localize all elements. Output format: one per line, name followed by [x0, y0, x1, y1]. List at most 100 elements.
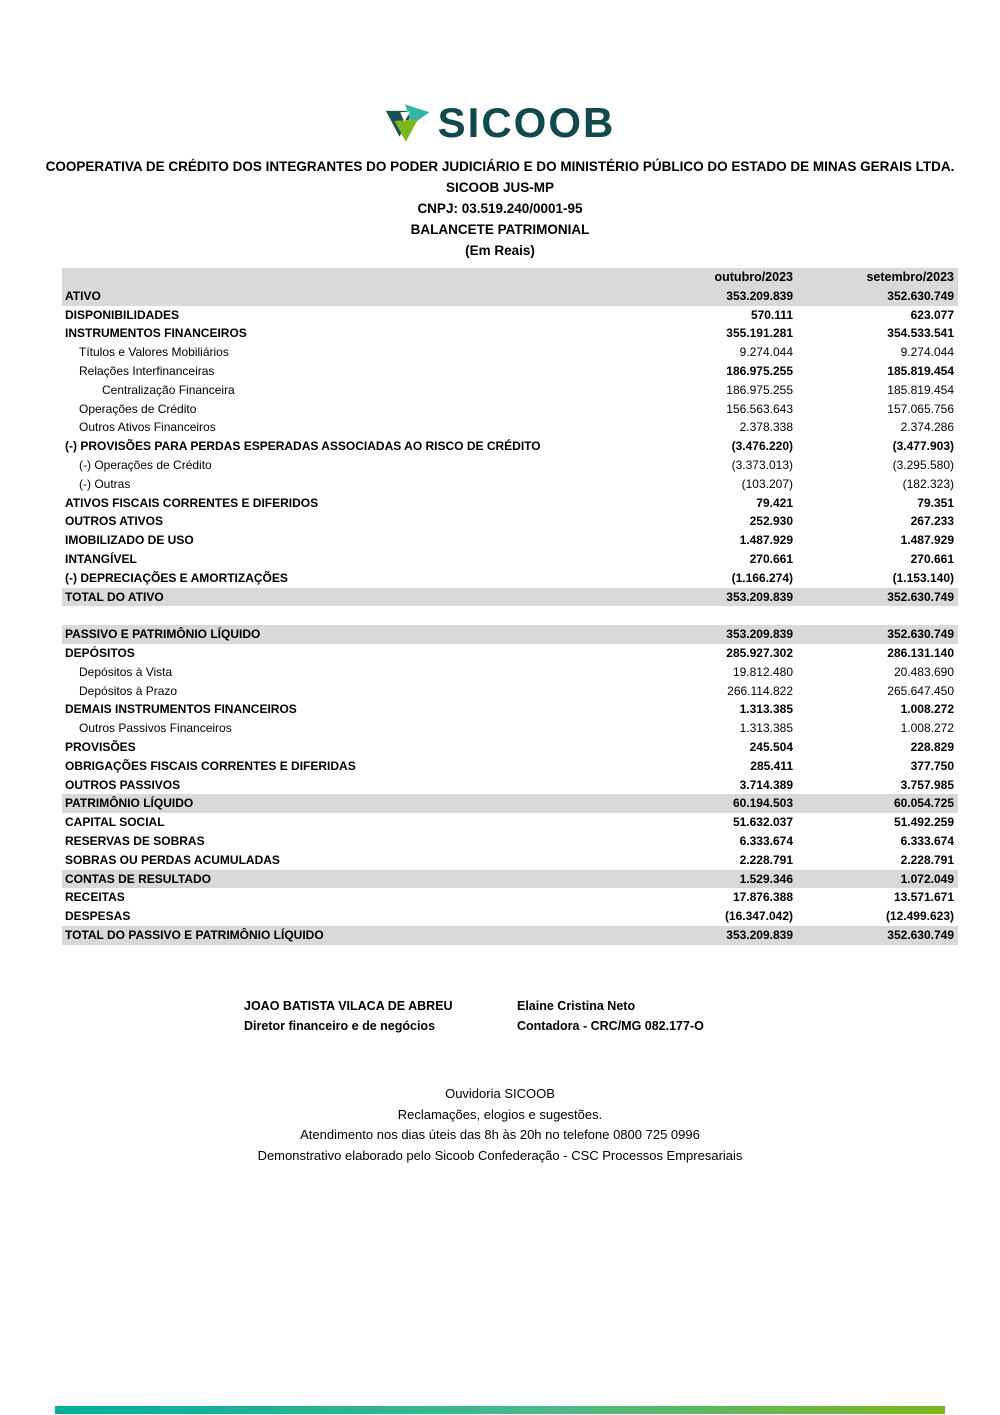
table-row: TOTAL DO PASSIVO E PATRIMÔNIO LÍQUIDO 35…	[62, 925, 958, 945]
table-row: RECEITAS 17.876.388 13.571.671	[62, 888, 958, 907]
table-row: OUTROS ATIVOS 252.930 267.233	[62, 512, 958, 531]
row-value-setembro: 354.533.541	[887, 326, 954, 341]
row-label: TOTAL DO ATIVO	[65, 589, 164, 604]
table-row: PASSIVO E PATRIMÔNIO LÍQUIDO 353.209.839…	[62, 625, 958, 644]
sicoob-logo: SICOOB	[0, 100, 1000, 146]
row-value-setembro: 51.492.259	[893, 815, 954, 830]
row-value-setembro: 2.228.791	[900, 852, 954, 867]
sicoob-mark-icon	[385, 104, 430, 142]
row-value-setembro: 185.819.454	[887, 363, 954, 378]
table-row: Centralização Financeira 186.975.255 185…	[62, 381, 958, 400]
row-label: ATIVO	[65, 288, 101, 303]
table-row: OUTROS PASSIVOS 3.714.389 3.757.985	[62, 776, 958, 795]
cnpj: CNPJ: 03.519.240/0001-95	[417, 201, 583, 216]
row-label	[62, 606, 643, 625]
signatures: JOAO BATISTA VILACA DE ABREU Diretor fin…	[0, 996, 1000, 1046]
row-label: RESERVAS DE SOBRAS	[65, 833, 205, 848]
row-value-setembro: 9.274.044	[900, 345, 954, 360]
cooperative-name: COOPERATIVA DE CRÉDITO DOS INTEGRANTES D…	[45, 159, 955, 174]
row-label: Relações Interfinanceiras	[79, 363, 215, 378]
row-value-outubro: 285.927.302	[726, 645, 793, 660]
table-row: ATIVOS FISCAIS CORRENTES E DIFERIDOS 79.…	[62, 494, 958, 513]
table-row: RESERVAS DE SOBRAS 6.333.674 6.333.674	[62, 832, 958, 851]
row-value-setembro: 352.630.749	[887, 927, 954, 942]
table-row: Títulos e Valores Mobiliários 9.274.044 …	[62, 343, 958, 362]
row-label: DESPESAS	[65, 909, 131, 924]
table-row: DEPÓSITOS 285.927.302 286.131.140	[62, 644, 958, 663]
column-header-outubro: outubro/2023	[714, 270, 794, 284]
row-value-setembro: (3.477.903)	[892, 439, 954, 454]
table-body: ATIVO 353.209.839 352.630.749 DISPONIBIL…	[62, 286, 958, 945]
row-value-outubro: 17.876.388	[732, 890, 793, 905]
row-value-outubro: 1.529.346	[739, 871, 793, 886]
table-row: DEMAIS INSTRUMENTOS FINANCEIROS 1.313.38…	[62, 700, 958, 719]
table-row: ATIVO 353.209.839 352.630.749	[62, 286, 958, 306]
header-empty-cell	[62, 268, 643, 287]
row-value-outubro: (16.347.042)	[724, 909, 793, 924]
signature-role: Diretor financeiro e de negócios	[244, 1019, 436, 1033]
row-value-outubro: 60.194.503	[732, 796, 793, 811]
row-value-outubro: 1.313.385	[739, 721, 793, 736]
table-row: Depósitos à Prazo 266.114.822 265.647.45…	[62, 682, 958, 701]
row-value-outubro: 353.209.839	[726, 589, 793, 604]
row-value-setembro: 3.757.985	[900, 777, 954, 792]
row-value-outubro: (3.373.013)	[731, 457, 793, 472]
row-value-setembro: 267.233	[910, 514, 954, 529]
row-value-setembro: 20.483.690	[893, 664, 954, 679]
row-value-outubro: (3.476.220)	[731, 439, 793, 454]
row-value-outubro: 353.209.839	[726, 288, 793, 303]
ouvidoria-line: Ouvidoria SICOOB	[445, 1086, 555, 1101]
row-value-setembro: 352.630.749	[887, 288, 954, 303]
row-value-setembro: 286.131.140	[887, 645, 954, 660]
table-row: Outros Passivos Financeiros 1.313.385 1.…	[62, 719, 958, 738]
table-row: Outros Ativos Financeiros 2.378.338 2.37…	[62, 418, 958, 437]
row-label: IMOBILIZADO DE USO	[65, 533, 194, 548]
table-row: INSTRUMENTOS FINANCEIROS 355.191.281 354…	[62, 324, 958, 343]
row-value-outubro: 270.661	[749, 551, 793, 566]
row-label: Títulos e Valores Mobiliários	[79, 345, 229, 360]
row-label: PATRIMÔNIO LÍQUIDO	[65, 796, 194, 811]
row-label: Outros Ativos Financeiros	[79, 420, 216, 435]
row-label: OUTROS ATIVOS	[65, 514, 164, 529]
atendimento-line: Atendimento nos dias úteis das 8h às 20h…	[300, 1127, 700, 1143]
row-label: OUTROS PASSIVOS	[65, 777, 181, 792]
table-row: Depósitos à Vista 19.812.480 20.483.690	[62, 663, 958, 682]
row-label: Centralização Financeira	[102, 382, 235, 397]
row-value-outubro: 1.487.929	[739, 533, 793, 548]
row-value-outubro: 156.563.643	[726, 401, 793, 416]
row-label: PROVISÕES	[65, 739, 136, 754]
row-label: DISPONIBILIDADES	[65, 307, 180, 322]
row-value-setembro: 2.374.286	[900, 420, 954, 435]
signature-name: JOAO BATISTA VILACA DE ABREU	[244, 999, 453, 1013]
table-row: (-) Operações de Crédito (3.373.013) (3.…	[62, 456, 958, 475]
table-row: Operações de Crédito 156.563.643 157.065…	[62, 400, 958, 419]
table-row: IMOBILIZADO DE USO 1.487.929 1.487.929	[62, 531, 958, 550]
row-value-outubro: 1.313.385	[739, 702, 793, 717]
row-label: (-) Operações de Crédito	[79, 457, 212, 472]
row-value-outubro: 6.333.674	[739, 833, 793, 848]
table-row: DESPESAS (16.347.042) (12.499.623)	[62, 907, 958, 926]
signature-accountant: Elaine Cristina Neto Contadora - CRC/MG …	[517, 996, 704, 1036]
signature-role: Contadora - CRC/MG 082.177-O	[517, 1019, 704, 1033]
row-value-setembro: 352.630.749	[887, 589, 954, 604]
row-value-outubro: 2.378.338	[739, 420, 793, 435]
table-row: (-) Outras (103.207) (182.323)	[62, 475, 958, 494]
row-value-setembro: 157.065.756	[887, 401, 954, 416]
row-value-outubro: 79.421	[756, 495, 793, 510]
row-value-setembro: (12.499.623)	[885, 909, 954, 924]
row-label: DEPÓSITOS	[65, 645, 135, 660]
row-value-setembro: 6.333.674	[900, 833, 954, 848]
row-value-setembro: 270.661	[910, 551, 954, 566]
row-value-setembro: 228.829	[910, 739, 954, 754]
row-label: DEMAIS INSTRUMENTOS FINANCEIROS	[65, 702, 297, 717]
row-value-outubro: 245.504	[749, 739, 793, 754]
row-value-outubro: 353.209.839	[726, 927, 793, 942]
signature-director: JOAO BATISTA VILACA DE ABREU Diretor fin…	[244, 996, 453, 1036]
table-row: Relações Interfinanceiras 186.975.255 18…	[62, 362, 958, 381]
row-label: (-) PROVISÕES PARA PERDAS ESPERADAS ASSO…	[65, 439, 541, 454]
row-label: PASSIVO E PATRIMÔNIO LÍQUIDO	[65, 627, 261, 642]
row-label: OBRIGAÇÕES FISCAIS CORRENTES E DIFERIDAS	[65, 758, 356, 773]
balance-table: outubro/2023 setembro/2023 ATIVO 353.209…	[62, 268, 958, 945]
row-label: INTANGÍVEL	[65, 551, 137, 566]
row-value-outubro: 186.975.255	[726, 363, 793, 378]
